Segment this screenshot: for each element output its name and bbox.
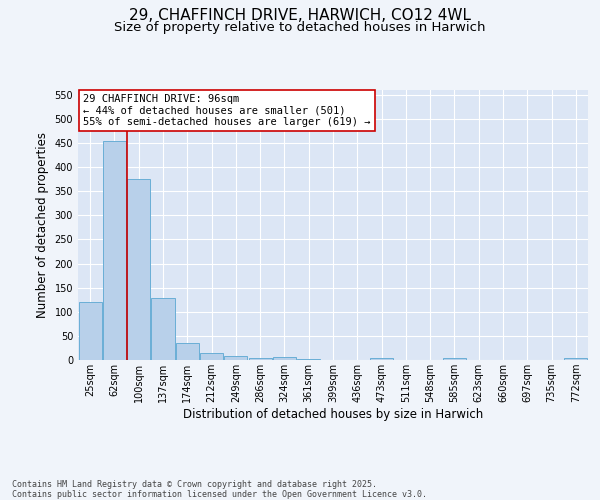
Bar — [443, 358, 466, 360]
Text: Contains HM Land Registry data © Crown copyright and database right 2025.
Contai: Contains HM Land Registry data © Crown c… — [12, 480, 427, 499]
Bar — [297, 359, 320, 360]
Text: Size of property relative to detached houses in Harwich: Size of property relative to detached ho… — [114, 21, 486, 34]
X-axis label: Distribution of detached houses by size in Harwich: Distribution of detached houses by size … — [183, 408, 483, 421]
Bar — [176, 343, 199, 360]
Bar — [127, 179, 150, 360]
Bar — [370, 358, 393, 360]
Bar — [565, 358, 587, 360]
Bar — [79, 302, 101, 360]
Bar — [224, 356, 247, 360]
Text: 29, CHAFFINCH DRIVE, HARWICH, CO12 4WL: 29, CHAFFINCH DRIVE, HARWICH, CO12 4WL — [129, 8, 471, 22]
Bar — [151, 298, 175, 360]
Bar — [248, 358, 272, 360]
Y-axis label: Number of detached properties: Number of detached properties — [36, 132, 49, 318]
Bar — [273, 357, 296, 360]
Text: 29 CHAFFINCH DRIVE: 96sqm
← 44% of detached houses are smaller (501)
55% of semi: 29 CHAFFINCH DRIVE: 96sqm ← 44% of detac… — [83, 94, 371, 127]
Bar — [103, 140, 126, 360]
Bar — [200, 353, 223, 360]
